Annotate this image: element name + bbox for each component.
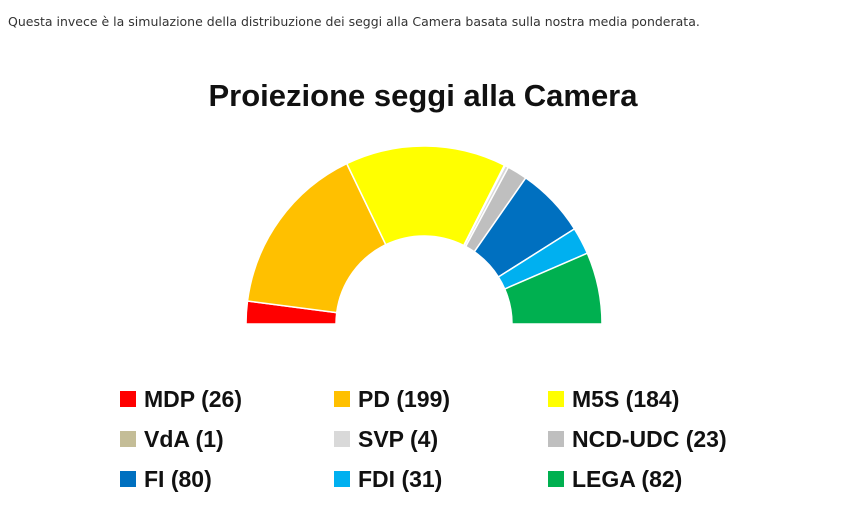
legend-swatch	[334, 431, 350, 447]
legend-item-lega: LEGA (82)	[548, 466, 762, 493]
legend-swatch	[120, 391, 136, 407]
legend-item-pd: PD (199)	[334, 386, 548, 413]
chart-legend: MDP (26) PD (199) M5S (184) VdA (1) SVP (4) N…	[120, 379, 800, 499]
legend-item-fdi: FDI (31)	[334, 466, 548, 493]
legend-item-ncd-udc: NCD-UDC (23)	[548, 426, 762, 453]
legend-item-svp: SVP (4)	[334, 426, 548, 453]
legend-swatch	[548, 391, 564, 407]
legend-row: MDP (26) PD (199) M5S (184)	[120, 379, 800, 419]
legend-label: NCD-UDC (23)	[572, 425, 727, 452]
legend-row: FI (80) FDI (31) LEGA (82)	[120, 459, 800, 499]
legend-swatch	[548, 471, 564, 487]
seat-slice-lega	[503, 252, 603, 325]
legend-label: FI (80)	[144, 465, 212, 492]
legend-label: PD (199)	[358, 385, 451, 412]
legend-label: LEGA (82)	[572, 465, 683, 492]
legend-item-fi: FI (80)	[120, 466, 334, 493]
intro-text: Questa invece è la simulazione della dis…	[8, 14, 700, 29]
legend-label: VdA (1)	[144, 425, 224, 452]
legend-swatch	[334, 391, 350, 407]
legend-label: FDI (31)	[358, 465, 443, 492]
legend-item-vda: VdA (1)	[120, 426, 334, 453]
legend-swatch	[120, 471, 136, 487]
legend-row: VdA (1) SVP (4) NCD-UDC (23)	[120, 419, 800, 459]
legend-label: M5S (184)	[572, 385, 680, 412]
legend-label: MDP (26)	[144, 385, 242, 412]
legend-item-mdp: MDP (26)	[120, 386, 334, 413]
legend-label: SVP (4)	[358, 425, 439, 452]
legend-swatch	[120, 431, 136, 447]
legend-item-m5s: M5S (184)	[548, 386, 762, 413]
legend-swatch	[548, 431, 564, 447]
chart-title: Proiezione seggi alla Camera	[208, 78, 638, 113]
legend-swatch	[334, 471, 350, 487]
